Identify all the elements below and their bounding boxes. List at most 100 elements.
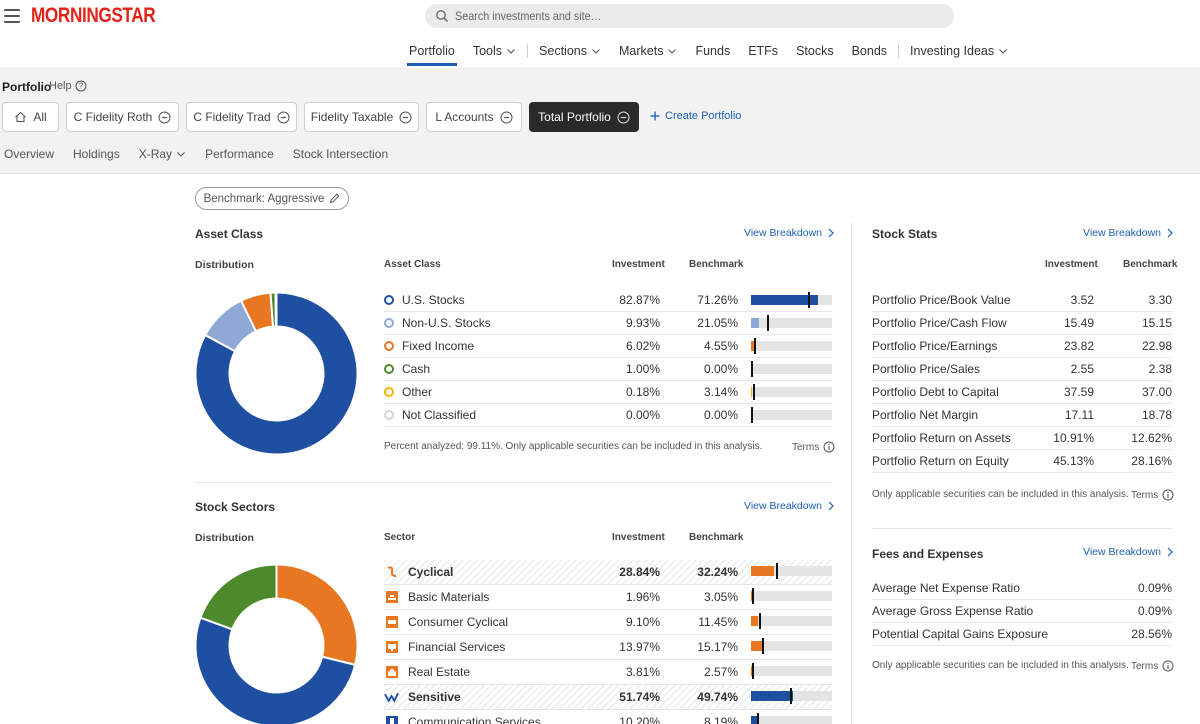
stat-name: Portfolio Return on Equity <box>872 454 1009 468</box>
asset-class-terms[interactable]: Terms <box>792 441 835 453</box>
nav-funds[interactable]: Funds <box>686 38 739 64</box>
nav-label: Stocks <box>796 44 834 58</box>
benchmark-selector[interactable]: Benchmark: Aggressive <box>195 187 349 210</box>
more-options-icon[interactable] <box>399 111 412 124</box>
benchmark-value: 18.78 <box>1141 408 1172 422</box>
menu-icon[interactable] <box>4 9 20 23</box>
col-benchmark: Benchmark <box>1123 259 1178 270</box>
benchmark-marker <box>752 588 755 604</box>
sensitive-icon <box>384 690 399 705</box>
stock-sectors-view-breakdown[interactable]: View Breakdown <box>744 500 834 512</box>
stock-stat-row: Portfolio Return on Equity 45.13% 28.16% <box>872 450 1172 473</box>
investment-value: 15.49 <box>1063 316 1094 330</box>
investment-bar-fill <box>751 691 793 701</box>
asset-class-note: Percent analyzed: 99.11%. Only applicabl… <box>384 441 763 452</box>
benchmark-value: 11.45% <box>698 615 738 629</box>
chip-label: Fidelity Taxable <box>310 110 394 124</box>
stock-stats-view-breakdown[interactable]: View Breakdown <box>1083 227 1173 239</box>
asset-class-name: Fixed Income <box>402 339 475 353</box>
nav-markets[interactable]: Markets <box>610 38 686 64</box>
asset-class-view-breakdown[interactable]: View Breakdown <box>744 227 834 239</box>
chevron-down-icon <box>507 49 515 54</box>
fees-terms[interactable]: Terms <box>1131 660 1174 672</box>
chip-fidelity-taxable[interactable]: Fidelity Taxable <box>304 102 419 132</box>
col-benchmark: Benchmark <box>689 532 744 543</box>
terms-label: Terms <box>792 441 820 453</box>
chip-total-portfolio[interactable]: Total Portfolio <box>529 102 639 132</box>
nav-portfolio[interactable]: Portfolio <box>400 38 464 66</box>
subnav-performance[interactable]: Performance <box>205 147 274 161</box>
benchmark-marker <box>767 315 770 331</box>
row-label-cell: Not Classified <box>384 408 594 422</box>
chip-c-fidelity-trad[interactable]: C Fidelity Trad <box>186 102 297 132</box>
column-divider <box>851 222 852 724</box>
benchmark-value: 8.19% <box>703 715 738 724</box>
row-label-cell: Basic Materials <box>384 590 594 605</box>
subnav-label: X-Ray <box>138 147 173 161</box>
row-label-cell: Fixed Income <box>384 339 594 353</box>
search-input[interactable]: Search investments and site… <box>425 4 954 28</box>
row-label-cell: Cyclical <box>384 565 594 580</box>
nav-sections[interactable]: Sections <box>530 38 610 64</box>
more-options-icon[interactable] <box>500 111 513 124</box>
nav-investing-ideas[interactable]: Investing Ideas <box>901 38 1017 64</box>
subnav-holdings[interactable]: Holdings <box>73 147 120 161</box>
subnav-stock-intersection[interactable]: Stock Intersection <box>293 147 388 161</box>
asset-class-row: U.S. Stocks 82.87% 71.26% <box>384 289 832 312</box>
sector-name: Sensitive <box>408 690 461 704</box>
more-options-icon[interactable] <box>617 111 630 124</box>
stock-stats-terms[interactable]: Terms <box>1131 489 1174 501</box>
benchmark-marker <box>751 407 753 423</box>
investment-value: 2.55 <box>1070 362 1094 376</box>
investment-value: 17.11 <box>1064 408 1094 422</box>
sector-name: Consumer Cyclical <box>408 615 509 629</box>
investment-bar-fill <box>751 295 819 305</box>
row-label-cell: Sensitive <box>384 690 594 705</box>
fees-view-breakdown[interactable]: View Breakdown <box>1083 546 1173 558</box>
subnav-label: Stock Intersection <box>292 147 389 161</box>
help-link[interactable]: Help ? <box>49 80 87 92</box>
stat-name: Portfolio Price/Book Value <box>872 293 1011 307</box>
benchmark-value: 37.00 <box>1141 385 1172 399</box>
chip-label: C Fidelity Roth <box>73 110 153 124</box>
investment-bar-fill <box>751 566 775 576</box>
subnav-label: Performance <box>205 147 274 161</box>
chip-c-fidelity-roth[interactable]: C Fidelity Roth <box>66 102 179 132</box>
benchmark-value: 4.55% <box>703 339 738 353</box>
fee-row: Average Net Expense Ratio 0.09% <box>872 577 1172 600</box>
more-options-icon[interactable] <box>158 111 171 124</box>
investment-value: 37.59 <box>1063 385 1094 399</box>
comparison-bar <box>751 688 832 704</box>
benchmark-value: 0.00% <box>703 362 738 376</box>
investment-bar-fill <box>751 318 760 328</box>
info-icon <box>1162 660 1174 672</box>
benchmark-marker <box>759 613 762 629</box>
asset-class-row: Other 0.18% 3.14% <box>384 381 832 404</box>
chip-l-accounts[interactable]: L Accounts <box>426 102 522 132</box>
investment-bar-fill <box>751 341 756 351</box>
fee-value: 28.56% <box>1131 627 1172 641</box>
nav-etfs[interactable]: ETFs <box>739 38 787 64</box>
stock-stats-note: Only applicable securities can be includ… <box>872 489 1129 500</box>
morningstar-logo[interactable]: MORNINGSTAR <box>31 4 156 27</box>
more-options-icon[interactable] <box>277 111 290 124</box>
nav-stocks[interactable]: Stocks <box>787 38 843 64</box>
subnav-overview[interactable]: Overview <box>4 147 54 161</box>
cyclical-icon <box>384 565 399 580</box>
fees-note: Only applicable securities can be includ… <box>872 660 1129 671</box>
comparison-bar <box>751 613 832 629</box>
create-portfolio-button[interactable]: Create Portfolio <box>650 110 741 122</box>
stock-stat-row: Portfolio Return on Assets 10.91% 12.62% <box>872 427 1172 450</box>
subnav-x-ray[interactable]: X-Ray <box>139 147 186 161</box>
col-investment: Investment <box>1045 259 1098 270</box>
nav-separator <box>527 44 529 58</box>
nav-label: Investing Ideas <box>910 44 995 58</box>
chip-all[interactable]: All <box>2 102 59 132</box>
stock-sectors-donut-chart <box>195 564 358 724</box>
row-label-cell: Communication Services <box>384 715 594 724</box>
chevron-down-icon <box>177 152 185 157</box>
nav-tools[interactable]: Tools <box>464 38 525 64</box>
nav-bonds[interactable]: Bonds <box>843 38 896 64</box>
stock-stat-row: Portfolio Price/Book Value 3.52 3.30 <box>872 289 1172 312</box>
row-label-cell: Cash <box>384 362 594 376</box>
